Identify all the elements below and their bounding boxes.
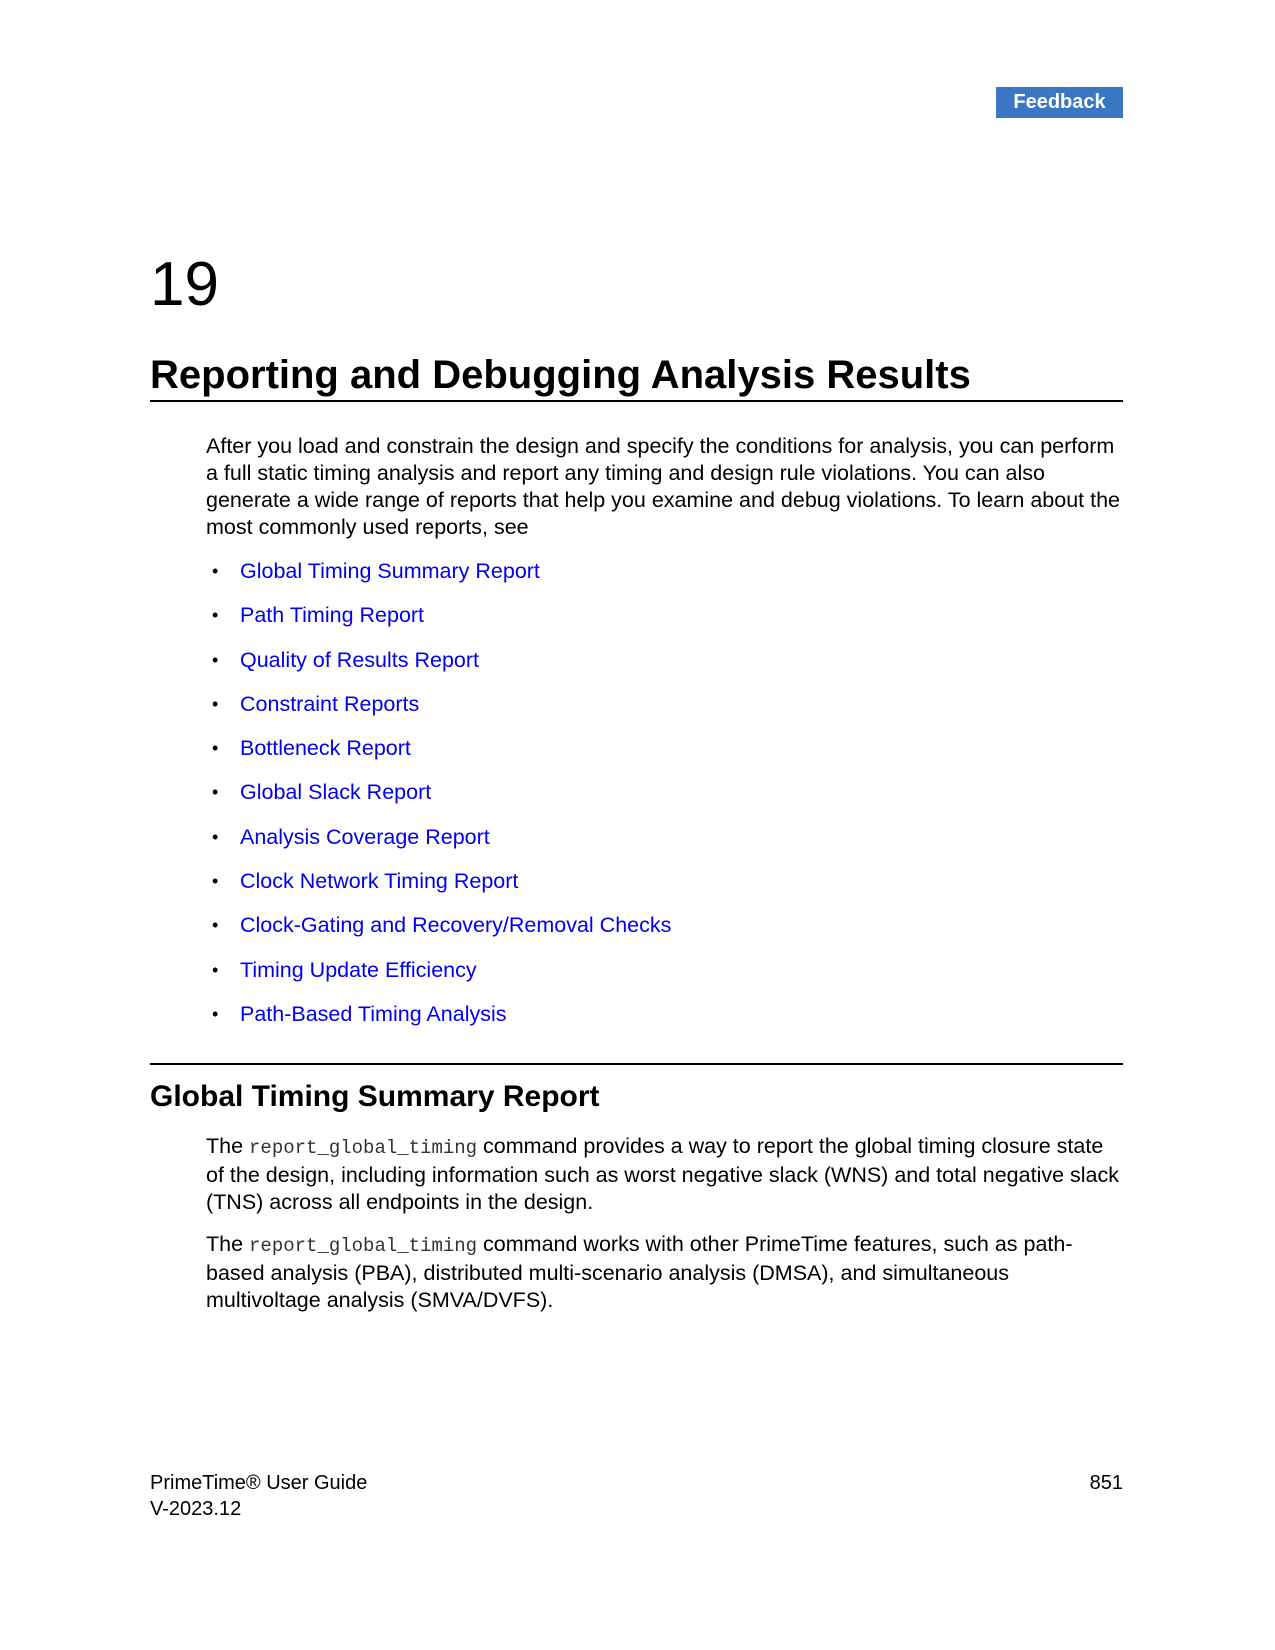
list-item: • Quality of Results Report (206, 645, 1106, 689)
code-command: report_global_timing (249, 1137, 478, 1159)
link-quality-of-results-report[interactable]: Quality of Results Report (240, 647, 479, 672)
page-number: 851 (1089, 1472, 1123, 1494)
link-global-slack-report[interactable]: Global Slack Report (240, 780, 432, 805)
section-divider (150, 1063, 1123, 1065)
paragraph-text: command provides a way to report the glo… (206, 1134, 1120, 1214)
bullet-icon: • (212, 826, 219, 847)
link-constraint-reports[interactable]: Constraint Reports (240, 691, 420, 716)
bullet-icon: • (212, 1003, 219, 1024)
list-item: • Analysis Coverage Report (206, 822, 1106, 866)
bullet-icon: • (212, 959, 219, 980)
footer-version: V-2023.12 (150, 1498, 242, 1520)
list-item: • Timing Update Efficiency (206, 955, 1106, 999)
report-link-list: • Global Timing Summary Report • Path Timi… (206, 556, 1106, 1043)
bullet-icon: • (212, 782, 219, 803)
paragraph-text: The (206, 1134, 250, 1158)
list-item: • Global Timing Summary Report (206, 556, 1106, 600)
chapter-title: Reporting and Debugging Analysis Results (150, 350, 1123, 402)
link-analysis-coverage-report[interactable]: Analysis Coverage Report (240, 824, 490, 849)
chapter-intro: After you load and constrain the design … (206, 434, 1120, 539)
list-item: • Path-Based Timing Analysis (206, 999, 1106, 1043)
link-path-timing-report[interactable]: Path Timing Report (240, 603, 425, 628)
feedback-button[interactable]: Feedback (996, 87, 1123, 118)
list-item: • Global Slack Report (206, 777, 1106, 821)
bullet-icon: • (212, 561, 219, 581)
link-global-timing-summary-report[interactable]: Global Timing Summary Report (240, 559, 540, 583)
paragraph-text: command works with other PrimeTime featu… (206, 1232, 1073, 1312)
footer-guide-title: PrimeTime® User Guide (150, 1472, 368, 1494)
link-bottleneck-report[interactable]: Bottleneck Report (240, 736, 411, 761)
footer-left: PrimeTime® User Guide V-2023.12 (150, 1470, 367, 1522)
chapter-number: 19 (150, 250, 219, 319)
bullet-icon: • (212, 871, 219, 892)
bullet-icon: • (212, 693, 219, 714)
link-clock-gating-recovery-removal-checks[interactable]: Clock-Gating and Recovery/Removal Checks (240, 913, 672, 938)
link-timing-update-efficiency[interactable]: Timing Update Efficiency (240, 957, 477, 982)
section-paragraph-1: The report_global_timing command provide… (206, 1133, 1121, 1216)
code-command: report_global_timing (249, 1235, 478, 1257)
list-item: • Clock-Gating and Recovery/Removal Check… (206, 910, 1106, 954)
paragraph-text: The (206, 1232, 250, 1256)
list-item: • Clock Network Timing Report (206, 866, 1106, 910)
list-item: • Constraint Reports (206, 689, 1106, 733)
bullet-icon: • (212, 738, 219, 759)
link-clock-network-timing-report[interactable]: Clock Network Timing Report (240, 869, 519, 894)
bullet-icon: • (212, 649, 219, 670)
bullet-icon: • (212, 605, 219, 626)
section-paragraph-2: The report_global_timing command works w… (206, 1231, 1121, 1314)
link-path-based-timing-analysis[interactable]: Path-Based Timing Analysis (240, 1001, 507, 1026)
list-item: • Bottleneck Report (206, 733, 1106, 777)
bullet-icon: • (212, 915, 219, 936)
section-title: Global Timing Summary Report (150, 1080, 600, 1113)
list-item: • Path Timing Report (206, 600, 1106, 644)
